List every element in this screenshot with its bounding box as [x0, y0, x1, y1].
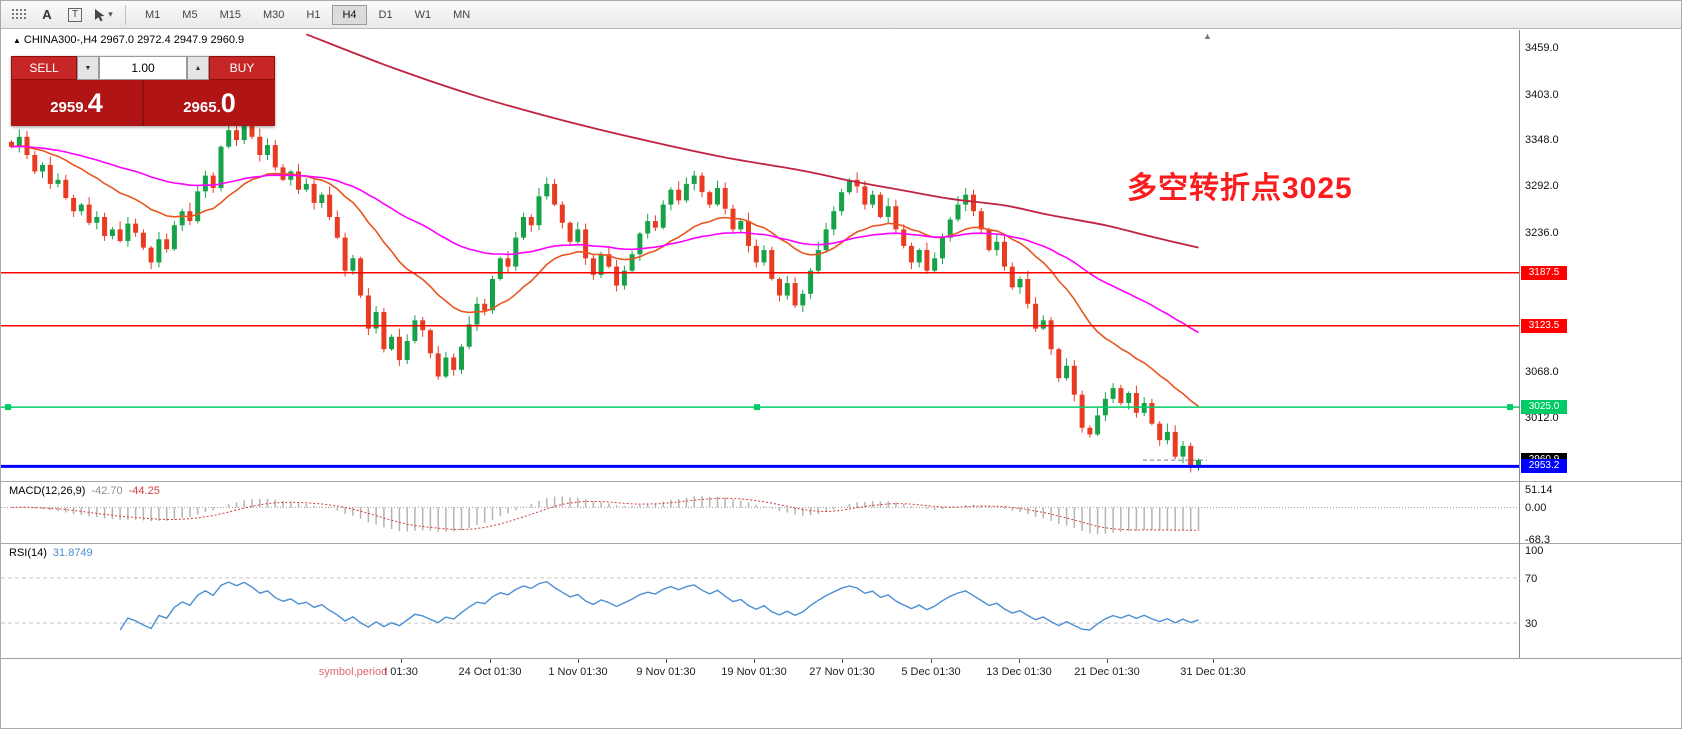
text-tool-icon: A: [42, 7, 52, 22]
time-axis-label: 1 Nov 01:30: [548, 666, 608, 678]
annotation-text: 多空转折点3025: [1127, 172, 1353, 205]
chart-title: ▲ CHINA300-,H4 2967.0 2972.4 2947.9 2960.…: [13, 34, 244, 46]
price-axis-label: 3459.0: [1525, 42, 1559, 55]
rsi-axis-label: 30: [1525, 618, 1538, 631]
spin-down-icon: ▼: [84, 64, 92, 72]
cursor-icon: [95, 8, 105, 21]
chart-shift-marker[interactable]: ▲: [1203, 31, 1212, 41]
time-axis-tick: [754, 659, 755, 663]
pane-separator[interactable]: [1, 543, 1681, 544]
toolbar: A T ▾ M1 M5 M15 M30 H1 H4 D1 W1 MN: [1, 1, 1681, 29]
price-chart-canvas[interactable]: [1, 30, 1519, 480]
time-axis-tick: [401, 659, 402, 663]
timeframe-h4[interactable]: H4: [332, 4, 367, 25]
macd-canvas[interactable]: [1, 482, 1519, 542]
ohlc-close: 2960.9: [210, 34, 245, 46]
sell-price-display[interactable]: 2959.4: [50, 87, 103, 118]
buy-button[interactable]: BUY: [209, 56, 275, 80]
time-axis-label: 13 Dec 01:30: [986, 666, 1052, 678]
time-axis-label: 19 Nov 01:30: [721, 666, 787, 678]
text-label-tool-button[interactable]: T: [63, 4, 87, 26]
price-badge: 3123.5: [1521, 318, 1567, 333]
timeframe-group: M1 M5 M15 M30 H1 H4 D1 W1 MN: [134, 4, 481, 25]
timeframe-m5[interactable]: M5: [182, 8, 198, 21]
time-axis-label: 27 Nov 01:30: [809, 666, 875, 678]
time-axis-label: 31 Dec 01:30: [1180, 666, 1246, 678]
macd-label: MACD(12,26,9) -42.70 -44.25: [9, 485, 160, 497]
ohlc-low: 2947.9: [173, 34, 208, 46]
text-tool-button[interactable]: A: [35, 4, 59, 26]
time-axis-label: 9 Nov 01:30: [636, 666, 696, 678]
symbol-period-watermark: symbol,period: [318, 666, 388, 678]
time-axis-tick: [1019, 659, 1020, 663]
time-axis-tick: [931, 659, 932, 663]
timeframe-m1[interactable]: M1: [145, 8, 161, 21]
pane-separator[interactable]: [1, 481, 1681, 482]
ohlc-high: 2972.4: [137, 34, 171, 46]
time-axis-tick: [666, 659, 667, 663]
ohlc-open: 2967.0: [100, 34, 134, 46]
time-axis-tick: [578, 659, 579, 663]
grid-tool-button[interactable]: [7, 4, 31, 26]
axis-separator: [1519, 30, 1520, 658]
time-axis-label: 21 Dec 01:30: [1074, 666, 1140, 678]
volume-increase-button[interactable]: ▲: [187, 56, 209, 80]
price-axis-label: 3292.0: [1525, 180, 1559, 193]
macd-axis-label: 0.00: [1525, 502, 1547, 515]
spin-up-icon: ▲: [194, 64, 202, 72]
time-axis-label: t 01:30: [384, 666, 418, 678]
text-label-icon: T: [67, 7, 83, 22]
macd-axis-label: 51.14: [1525, 484, 1553, 496]
price-axis-label: 3068.0: [1525, 365, 1559, 378]
time-axis-tick: [1213, 659, 1214, 663]
time-axis-tick: [842, 659, 843, 663]
volume-decrease-button[interactable]: ▼: [77, 56, 99, 80]
rsi-axis-label: 70: [1525, 572, 1538, 585]
price-axis-label: 3403.0: [1525, 88, 1559, 101]
timeframe-d1[interactable]: D1: [378, 8, 393, 21]
macd-axis-label: -68.3: [1525, 533, 1551, 546]
timeframe-w1[interactable]: W1: [414, 8, 432, 21]
timeframe-m15[interactable]: M15: [219, 8, 241, 21]
cursor-tool-button[interactable]: ▾: [91, 4, 115, 26]
price-axis[interactable]: 3459.0 3403.0 3348.0 3292.0 3236.0 3068.0 3012…: [1519, 1, 1681, 728]
timeframe-h1[interactable]: H1: [306, 8, 321, 21]
price-divider: [142, 80, 144, 126]
grid-icon: [12, 8, 26, 19]
toolbar-separator: [125, 4, 126, 25]
time-axis-tick: [490, 659, 491, 663]
rsi-axis-label: 100: [1525, 545, 1544, 557]
one-click-trading-panel: SELL ▼ ▲ BUY 2959.4 2965.0: [11, 56, 275, 126]
timeframe-mn[interactable]: MN: [453, 8, 471, 21]
sell-button[interactable]: SELL: [11, 56, 77, 80]
price-badge: 3187.5: [1521, 265, 1567, 280]
price-axis-label: 3012.0: [1525, 411, 1559, 424]
price-badge: 3025.0: [1521, 400, 1567, 415]
price-axis-label: 3348.0: [1525, 134, 1559, 147]
timeframe-m30[interactable]: M30: [262, 8, 285, 21]
symbol-triangle-icon: ▲: [13, 36, 21, 45]
price-badge: 2953.2: [1521, 459, 1567, 474]
time-axis-tick: [1107, 659, 1108, 663]
macd-signal-value: -44.25: [128, 485, 160, 497]
time-axis-label: 24 Oct 01:30: [458, 666, 522, 678]
buy-price-display[interactable]: 2965.0: [183, 87, 236, 118]
price-axis-label: 3236.0: [1525, 226, 1559, 239]
volume-input[interactable]: [99, 56, 187, 80]
rsi-value: 31.8749: [52, 547, 93, 559]
time-axis[interactable]: t 01:30 24 Oct 01:30 1 Nov 01:30 9 Nov 01:3…: [1, 658, 1681, 683]
time-axis-label: 5 Dec 01:30: [901, 666, 961, 678]
rsi-label: RSI(14) 31.8749: [9, 547, 93, 559]
chart-symbol: CHINA300-,H4: [23, 34, 98, 46]
macd-main-value: -42.70: [91, 485, 123, 497]
rsi-canvas[interactable]: [1, 544, 1519, 657]
chevron-down-icon: ▾: [108, 9, 113, 19]
